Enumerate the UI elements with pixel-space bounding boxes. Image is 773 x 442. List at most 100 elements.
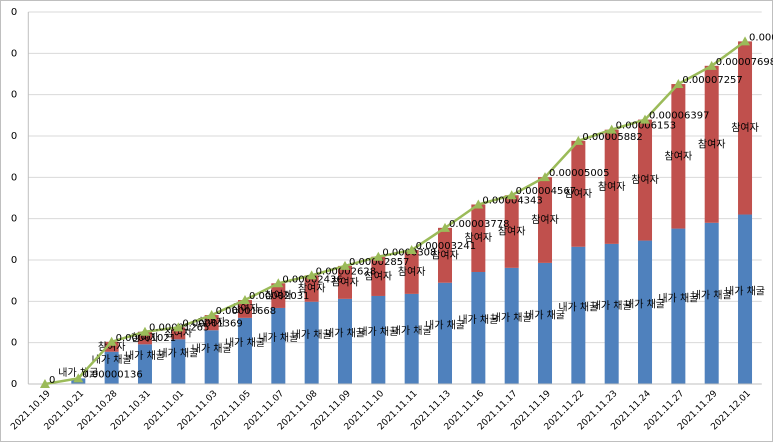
y-tick-label: 0 <box>11 90 17 101</box>
bar-segment <box>471 271 486 384</box>
total-label: 0.00003778 <box>449 219 509 230</box>
segment-label: 내가 채굴 <box>192 343 232 355</box>
segment-label: 참여자 <box>631 174 659 186</box>
bar-segment <box>237 317 252 384</box>
total-line <box>44 40 746 386</box>
y-tick-label: 0 <box>11 7 17 18</box>
total-label: 0.00004567 <box>516 186 576 197</box>
total-label: 0.00007257 <box>682 75 742 86</box>
bar-segment <box>671 228 686 384</box>
segment-label: 참여자 <box>665 150 693 162</box>
segment-label: 내가 채굴 <box>225 337 265 349</box>
bar-segment <box>738 41 753 215</box>
total-label: 0.00002436 <box>282 274 342 285</box>
segment-label: 내가 채굴 <box>725 285 765 297</box>
bar-segment <box>638 119 653 241</box>
bar-segment <box>137 344 152 384</box>
segment-label: 내가 채굴 <box>592 300 632 312</box>
total-label: 0.00003241 <box>416 241 476 252</box>
y-tick-label: 0 <box>11 379 17 390</box>
total-label: 0.00005882 <box>582 132 642 143</box>
segment-label: 참여자 <box>498 226 526 238</box>
total-label: 0.00007698 <box>716 57 773 68</box>
y-tick-label: 0 <box>11 214 17 225</box>
bar-segment <box>604 243 619 384</box>
bar-segment <box>471 204 486 272</box>
segment-label: 참여자 <box>198 317 226 329</box>
y-tick-label: 0 <box>11 338 17 349</box>
segment-label: 참여자 <box>565 188 593 200</box>
total-marker <box>239 295 250 305</box>
segment-label: 참여자 <box>231 303 259 315</box>
total-marker <box>540 172 551 182</box>
total-marker <box>406 245 417 255</box>
total-label: 0.00001021 <box>116 333 176 344</box>
total-marker <box>39 379 50 388</box>
segment-label: 내가 채굴 <box>525 309 565 321</box>
bar-segment <box>271 283 286 308</box>
bar-segment <box>738 214 753 384</box>
total-marker <box>440 222 451 232</box>
segment-label: 참여자 <box>331 276 359 288</box>
segment-label: 참여자 <box>598 181 626 193</box>
bar-segment <box>404 250 419 294</box>
bar-segment <box>271 307 286 384</box>
bar-segment <box>204 330 219 384</box>
total-marker <box>206 310 217 320</box>
bar-segment <box>538 177 553 263</box>
total-marker <box>106 336 117 346</box>
segment-label: 참여자 <box>465 232 493 244</box>
y-tick-label: 0 <box>11 255 17 266</box>
total-label: 0.00005005 <box>549 168 609 179</box>
segment-label: 내가 채굴 <box>292 329 332 341</box>
segment-label: 내가 채굴 <box>425 319 465 331</box>
segment-label: 내가 채굴 <box>492 312 532 324</box>
total-label: 0.00002628 <box>316 266 376 277</box>
segment-label: 내가 채굴 <box>392 325 432 337</box>
segment-label: 참여자 <box>398 266 426 278</box>
total-label: 0.00006153 <box>616 121 676 132</box>
total-label: 0.00004343 <box>482 195 542 206</box>
bar-segment <box>504 267 519 384</box>
total-label: 0.00001369 <box>182 318 242 329</box>
segment-label: 내가 채굴 <box>258 332 298 344</box>
total-marker <box>740 36 751 46</box>
segment-label: 내가 채굴 <box>125 350 165 362</box>
total-label: 0 <box>49 375 55 386</box>
bar-segment <box>571 140 586 247</box>
segment-label: 참여자 <box>298 283 326 295</box>
total-marker <box>640 114 651 124</box>
bar-segment <box>371 295 386 384</box>
bar-segment <box>604 129 619 244</box>
bar-segment <box>438 282 453 384</box>
total-label: 0.00002031 <box>249 291 309 302</box>
total-marker <box>606 124 617 134</box>
segment-label: 참여자 <box>731 122 759 134</box>
segment-label: 참여자 <box>698 138 726 150</box>
bar-segment <box>304 275 319 302</box>
bar-segment <box>171 339 186 384</box>
segment-label: 내가 채굴 <box>358 326 398 338</box>
segment-label: 참여자 <box>365 270 393 282</box>
total-marker <box>506 190 517 200</box>
bar-segment <box>504 195 519 268</box>
bar-segment <box>337 298 352 384</box>
bar-segment <box>171 327 186 340</box>
segment-label: 내가 채굴 <box>92 354 132 366</box>
y-tick-label: 0 <box>11 172 17 183</box>
total-label: 0.00000136 <box>82 369 142 380</box>
bar-segment <box>538 262 553 384</box>
segment-label: 내가 채굴 <box>58 367 98 379</box>
bar-segment <box>104 341 119 352</box>
total-marker <box>473 199 484 209</box>
y-tick-label: 0 <box>11 131 17 142</box>
total-marker <box>573 135 584 145</box>
segment-label: 참여자 <box>165 327 193 339</box>
bar-segment <box>438 227 453 283</box>
total-marker <box>173 322 184 332</box>
segment-label: 참여자 <box>265 290 293 302</box>
total-marker <box>139 326 150 336</box>
y-tick-label: 0 <box>11 48 17 59</box>
segment-label: 참여자 <box>531 214 559 226</box>
segment-label: 내가 채굴 <box>692 289 732 301</box>
